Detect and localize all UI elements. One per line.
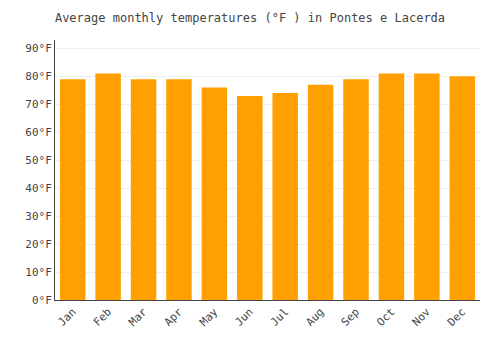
svg-text:Jan: Jan	[55, 306, 78, 329]
svg-text:90°F: 90°F	[25, 42, 52, 55]
svg-text:20°F: 20°F	[25, 238, 52, 251]
svg-text:10°F: 10°F	[25, 266, 52, 279]
svg-text:80°F: 80°F	[25, 70, 52, 83]
svg-text:60°F: 60°F	[25, 126, 52, 139]
svg-text:70°F: 70°F	[25, 98, 52, 111]
svg-text:Jul: Jul	[268, 306, 291, 329]
svg-text:Oct: Oct	[374, 306, 397, 329]
svg-text:Feb: Feb	[91, 306, 114, 329]
svg-text:Mar: Mar	[126, 305, 150, 329]
svg-text:Jun: Jun	[233, 306, 256, 329]
svg-text:Sep: Sep	[339, 306, 362, 329]
svg-text:50°F: 50°F	[25, 154, 52, 167]
svg-text:Nov: Nov	[410, 305, 434, 329]
svg-text:Average monthly temperatures (: Average monthly temperatures (°F ) in Po…	[55, 11, 445, 25]
svg-text:Dec: Dec	[445, 306, 468, 329]
svg-text:May: May	[197, 305, 221, 329]
svg-text:30°F: 30°F	[25, 210, 52, 223]
svg-text:40°F: 40°F	[25, 182, 52, 195]
svg-text:Aug: Aug	[303, 306, 326, 329]
svg-text:Apr: Apr	[162, 305, 186, 329]
svg-text:0°F: 0°F	[32, 294, 52, 307]
